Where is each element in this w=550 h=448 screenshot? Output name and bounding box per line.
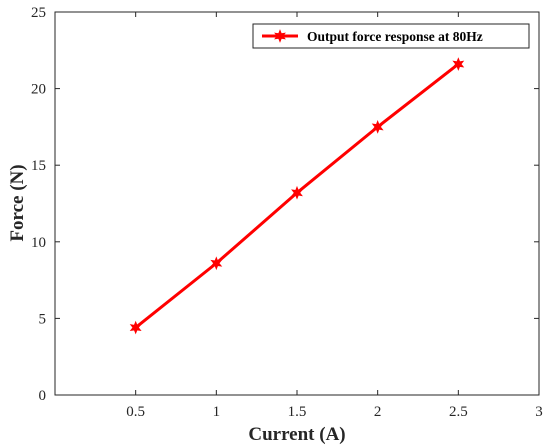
legend-label: Output force response at 80Hz xyxy=(307,29,483,44)
plot-area xyxy=(54,11,540,396)
x-tick-label: 2.5 xyxy=(449,404,468,420)
x-axis-label: Current (A) xyxy=(248,424,345,445)
series-layer xyxy=(129,57,465,335)
y-axis-ticks: 0 5 10 15 20 25 xyxy=(31,5,539,404)
y-tick-label: 20 xyxy=(31,82,46,98)
data-point xyxy=(210,256,223,271)
y-tick-label: 15 xyxy=(31,158,46,174)
data-point xyxy=(274,29,286,43)
x-tick-label: 2 xyxy=(374,404,382,420)
data-point xyxy=(129,320,142,335)
legend-marker-star xyxy=(274,29,286,43)
y-axis-label: Force (N) xyxy=(7,164,28,241)
data-point xyxy=(371,120,384,134)
y-tick-label: 25 xyxy=(31,5,46,21)
x-tick-label: 1 xyxy=(213,404,221,420)
x-axis-ticks: 0.5 1 1.5 2 2.5 3 xyxy=(126,12,543,420)
x-tick-label: 0.5 xyxy=(126,404,145,420)
y-tick-label: 5 xyxy=(39,311,47,327)
x-tick-label: 3 xyxy=(535,404,543,420)
y-tick-label: 0 xyxy=(39,388,47,404)
x-tick-label: 1.5 xyxy=(288,404,307,420)
legend: Output force response at 80Hz xyxy=(252,23,530,49)
y-tick-label: 10 xyxy=(31,235,46,251)
data-point xyxy=(452,57,465,71)
data-point xyxy=(291,185,303,200)
legend-box xyxy=(252,23,530,49)
